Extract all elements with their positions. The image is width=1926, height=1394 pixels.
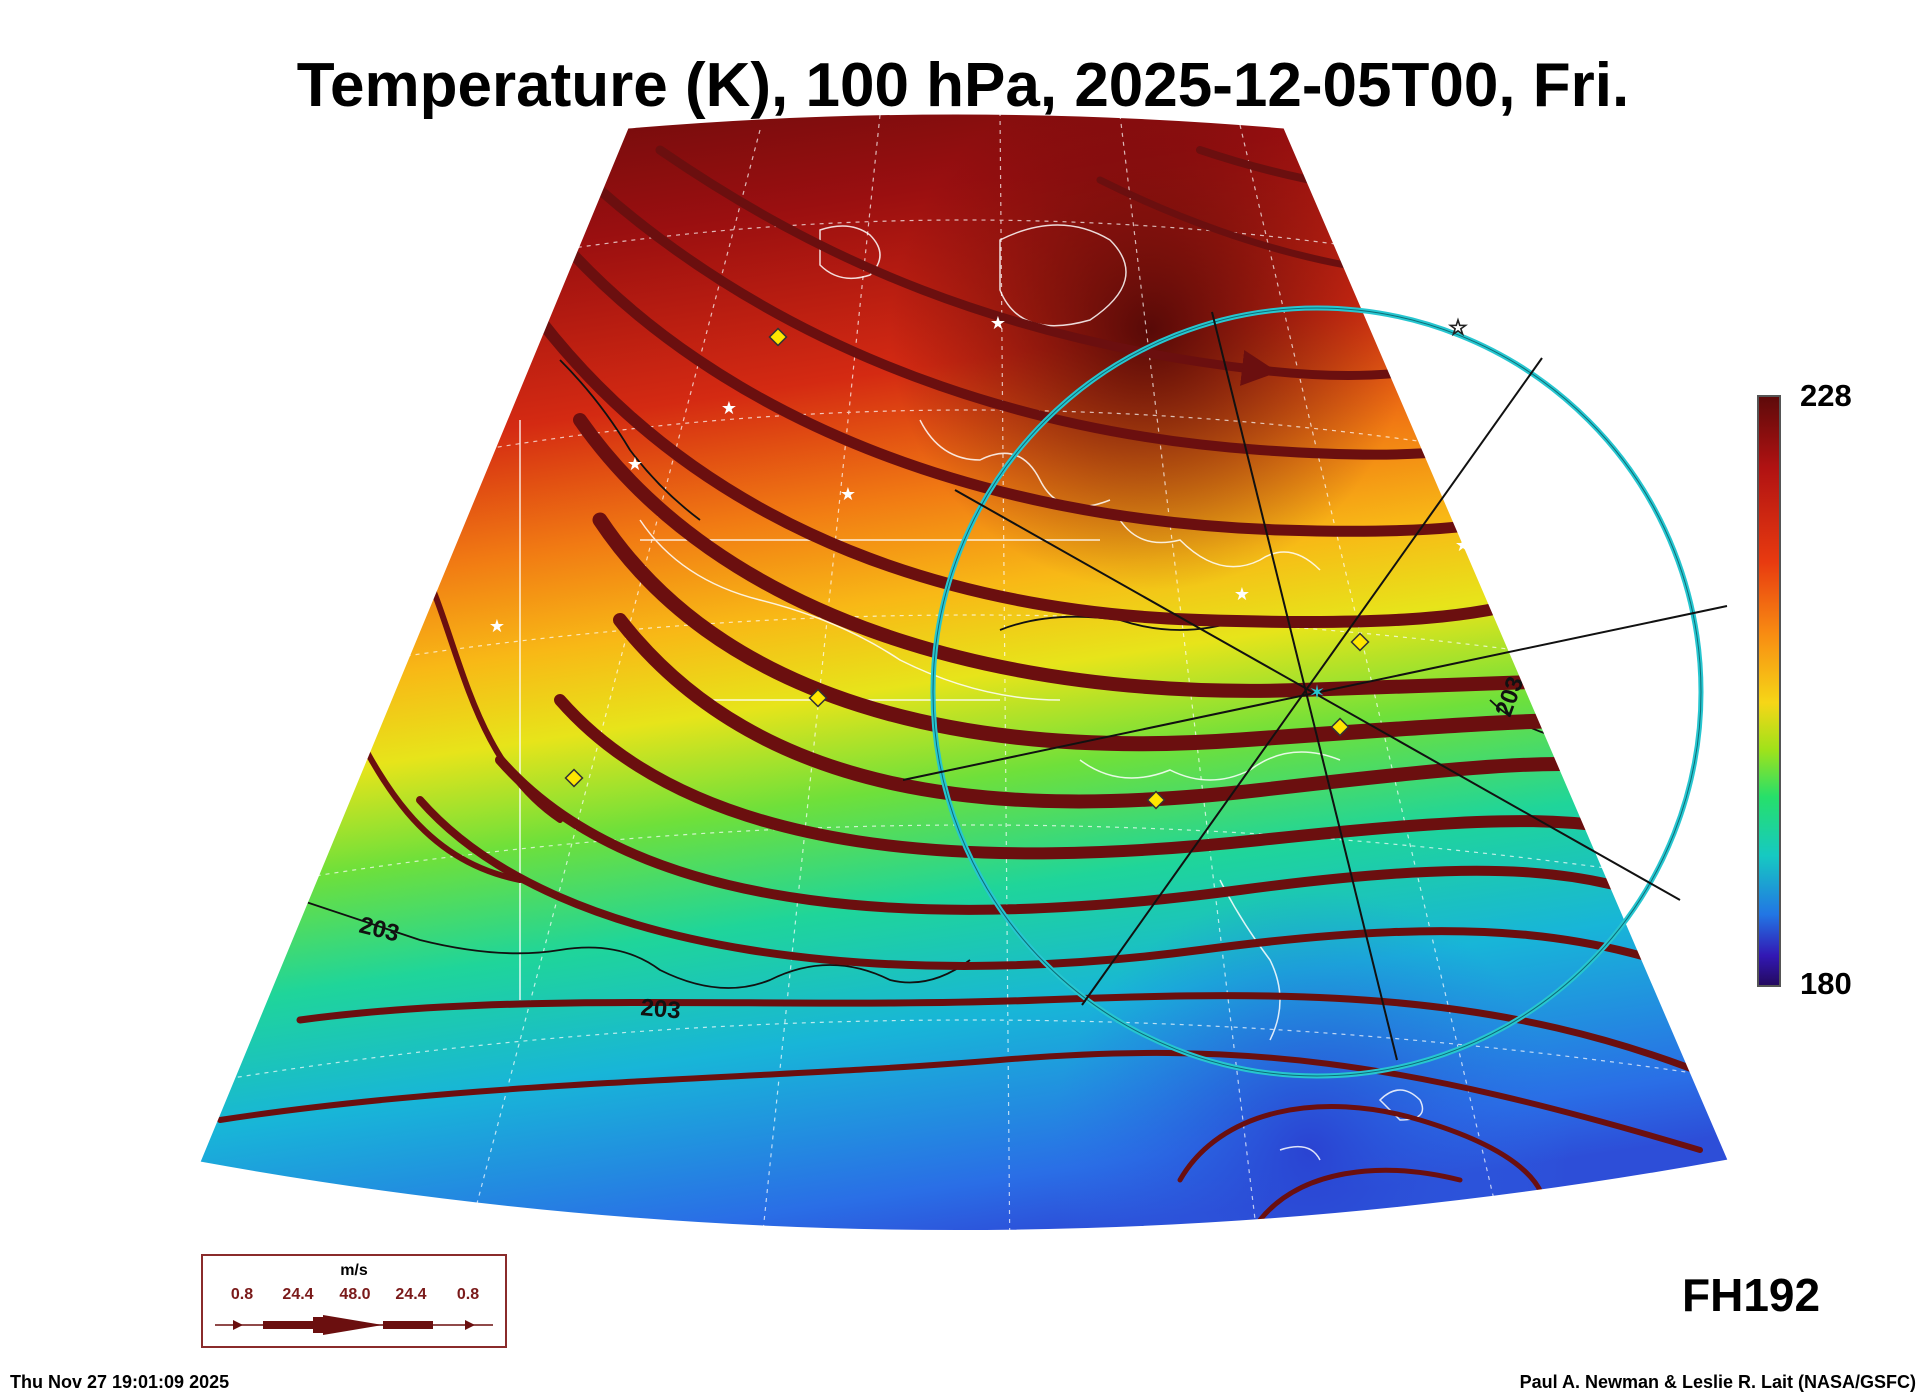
outline-star-marker: ☆ (1448, 315, 1468, 340)
color-scale-min: 180 (1800, 966, 1852, 1001)
streamline (416, 796, 1724, 984)
center-star-marker: ✶ (1309, 682, 1326, 704)
overlay-circle: ✶ ☆ (902, 305, 1728, 1079)
streamline (495, 755, 1705, 915)
streamline (554, 694, 1686, 860)
site-marker (564, 768, 584, 788)
star-marker: ★ (627, 454, 643, 474)
site-markers: ★ ★ ★ ★ ★ ★ ★ (489, 313, 1471, 810)
star-marker: ★ (1234, 584, 1250, 604)
star-marker: ★ (990, 313, 1006, 333)
legend-value: 0.8 (230, 1286, 254, 1303)
site-marker (1350, 632, 1370, 652)
site-marker (768, 327, 788, 347)
star-marker: ★ (489, 616, 505, 636)
legend-value: 24.4 (282, 1286, 314, 1303)
star-marker: ★ (721, 398, 737, 418)
contour-label: 203 (639, 994, 681, 1024)
legend-value: 24.4 (395, 1286, 427, 1303)
site-marker (1330, 717, 1350, 737)
legend-units: m/s (340, 1262, 368, 1279)
streamline (1257, 1167, 1463, 1223)
streamline (217, 1049, 1703, 1153)
wind-speed-legend: m/s 0.8 24.4 48.0 24.4 0.8 (201, 1254, 507, 1348)
legend-value: 48.0 (339, 1286, 371, 1303)
site-marker (1146, 790, 1166, 810)
footer-timestamp: Thu Nov 27 19:01:09 2025 (10, 1372, 230, 1392)
map-title: Temperature (K), 100 hPa, 2025-12-05T00,… (296, 51, 1630, 120)
legend-value: 0.8 (456, 1286, 480, 1303)
legend-arrow-icon (215, 1315, 493, 1335)
color-scale-max: 228 (1800, 378, 1852, 413)
map-boundary (199, 113, 1729, 1231)
forecast-hour-label: FH192 (1682, 1269, 1821, 1321)
footer-credit: Paul A. Newman & Leslie R. Lait (NASA/GS… (1519, 1372, 1916, 1392)
site-marker (808, 688, 828, 708)
color-scale-bar (1757, 395, 1781, 987)
star-marker: ★ (840, 484, 856, 504)
streamline (296, 992, 1724, 1084)
